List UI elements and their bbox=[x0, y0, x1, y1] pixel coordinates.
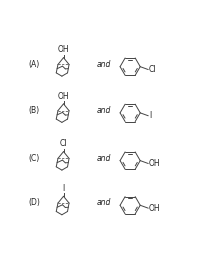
Text: and: and bbox=[97, 106, 111, 115]
Text: I: I bbox=[62, 184, 65, 193]
Text: and: and bbox=[97, 198, 111, 208]
Text: Cl: Cl bbox=[149, 65, 156, 74]
Text: (D): (D) bbox=[29, 198, 41, 208]
Text: OH: OH bbox=[58, 92, 69, 101]
Text: and: and bbox=[97, 154, 111, 163]
Text: (A): (A) bbox=[29, 60, 40, 69]
Text: OH: OH bbox=[149, 159, 161, 168]
Text: I: I bbox=[149, 111, 151, 120]
Text: (B): (B) bbox=[29, 106, 40, 115]
Text: OH: OH bbox=[58, 45, 69, 54]
Text: (C): (C) bbox=[29, 154, 40, 163]
Text: OH: OH bbox=[149, 204, 161, 213]
Text: and: and bbox=[97, 60, 111, 69]
Text: Cl: Cl bbox=[60, 139, 67, 148]
